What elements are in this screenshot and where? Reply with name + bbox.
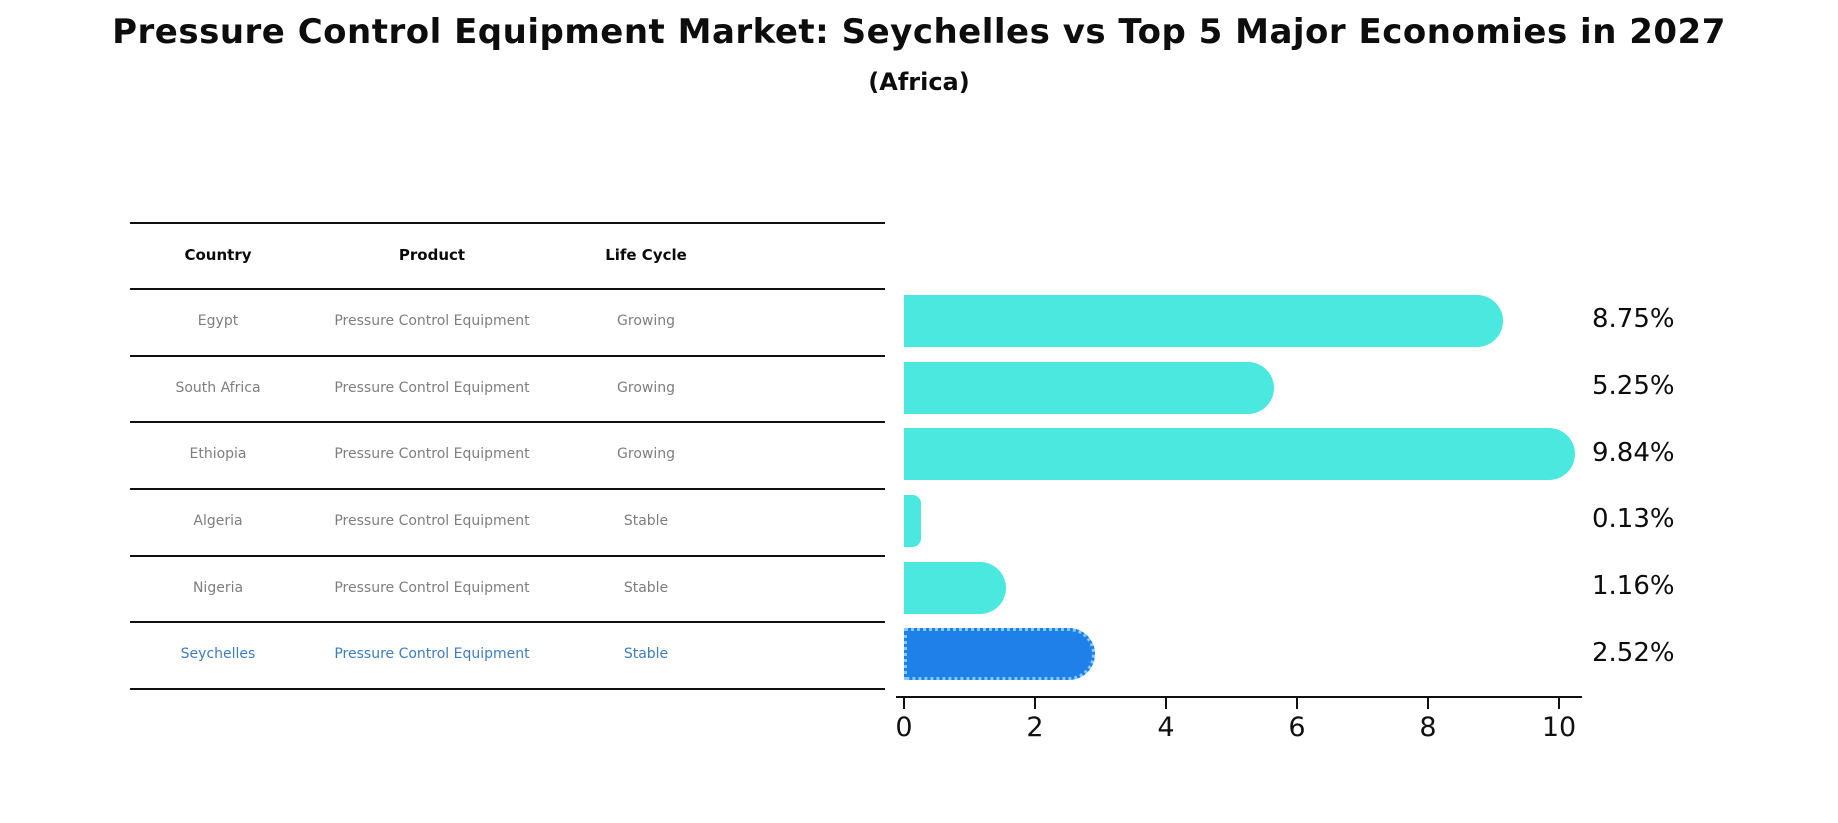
x-axis-tick-label: 10 (1541, 712, 1577, 743)
value-label: 2.52% (1592, 637, 1675, 668)
table-header-country: Country (184, 246, 252, 264)
bar-egypt (904, 295, 1504, 347)
table-row-rule (130, 421, 885, 424)
table-row-rule (130, 354, 885, 357)
table-cell-life-cycle: Growing (617, 379, 675, 396)
x-axis-tick-label: 0 (895, 712, 913, 743)
x-axis-tick (1165, 698, 1167, 709)
table-header-rule (130, 288, 885, 290)
chart-title: Pressure Control Equipment Market: Seych… (112, 12, 1726, 52)
x-axis-tick (1034, 698, 1036, 709)
table-cell-life-cycle: Growing (617, 446, 675, 463)
bar-seychelles (904, 628, 1096, 681)
table-row-rule (130, 688, 885, 691)
value-label: 9.84% (1592, 437, 1675, 468)
value-label: 5.25% (1592, 371, 1675, 401)
bar-nigeria (904, 561, 1006, 614)
x-axis-tick-label: 2 (1026, 712, 1044, 743)
table-header-life-cycle: Life Cycle (605, 246, 687, 264)
table-cell-product: Pressure Control Equipment (334, 579, 530, 596)
table-cell-product: Pressure Control Equipment (334, 513, 530, 529)
bar-algeria (904, 495, 922, 547)
x-axis-line (896, 696, 1582, 698)
table-cell-life-cycle: Growing (617, 313, 675, 329)
table-cell-country: Seychelles (180, 646, 256, 663)
table-cell-life-cycle: Stable (623, 579, 669, 596)
value-label: 8.75% (1592, 304, 1675, 335)
table-cell-country: South Africa (175, 379, 261, 396)
value-label: 0.13% (1592, 504, 1675, 535)
table-cell-country: Nigeria (192, 579, 244, 596)
table-cell-product: Pressure Control Equipment (334, 379, 530, 396)
value-label: 1.16% (1592, 571, 1675, 601)
x-axis-tick (1296, 698, 1298, 709)
table-row-rule (130, 554, 885, 557)
bar-ethiopia (904, 428, 1575, 481)
x-axis-tick (1558, 698, 1560, 709)
table-cell-country: Algeria (193, 513, 243, 529)
table-cell-product: Pressure Control Equipment (334, 446, 530, 463)
x-axis-tick (1427, 698, 1429, 709)
chart-subtitle: (Africa) (868, 68, 970, 96)
x-axis-tick-label: 4 (1157, 712, 1175, 743)
table-cell-country: Ethiopia (189, 446, 247, 463)
bar-south-africa (904, 361, 1274, 414)
table-header-product: Product (398, 246, 466, 264)
table-cell-country: Egypt (197, 313, 239, 329)
x-axis-tick-label: 8 (1419, 712, 1437, 743)
table-top-rule (130, 222, 885, 224)
table-cell-life-cycle: Stable (623, 646, 669, 663)
x-axis-tick-label: 6 (1288, 712, 1306, 743)
table-row-rule (130, 621, 885, 624)
table-row-rule (130, 488, 885, 490)
table-cell-life-cycle: Stable (623, 513, 669, 529)
x-axis-tick (903, 698, 905, 709)
table-cell-product: Pressure Control Equipment (334, 646, 530, 663)
table-cell-product: Pressure Control Equipment (334, 313, 530, 329)
